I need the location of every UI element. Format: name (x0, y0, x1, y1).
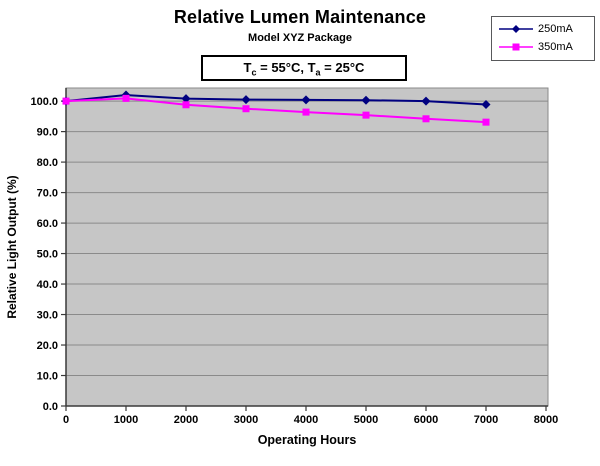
data-point-350mA (302, 108, 310, 116)
y-tick-label: 30.0 (37, 310, 58, 322)
data-point-350mA (362, 111, 370, 119)
data-point-250mA (481, 99, 491, 109)
y-tick-label: 50.0 (37, 249, 58, 261)
data-point-350mA (62, 97, 70, 105)
legend-entry-350mA: 350mA (492, 38, 594, 56)
x-tick-label: 3000 (234, 414, 258, 426)
legend-label: 350mA (538, 41, 573, 53)
data-point-250mA (361, 95, 371, 105)
y-tick-label: 90.0 (37, 127, 58, 139)
y-tick-label: 0.0 (43, 401, 58, 413)
chart-subtitle: Model XYZ Package (248, 32, 352, 44)
data-point-350mA (422, 115, 430, 123)
legend-marker-icon (499, 43, 533, 51)
x-tick-label: 2000 (174, 414, 198, 426)
x-tick-label: 4000 (294, 414, 318, 426)
y-tick-label: 70.0 (37, 188, 58, 200)
data-point-250mA (301, 95, 311, 105)
y-tick-label: 100.0 (30, 96, 58, 108)
data-point-350mA (242, 105, 250, 113)
data-point-350mA (182, 101, 190, 109)
data-point-250mA (421, 96, 431, 106)
data-point-250mA (241, 95, 251, 105)
x-axis-title: Operating Hours (258, 433, 357, 447)
chart-title: Relative Lumen Maintenance (173, 7, 427, 27)
series-line-350mA (65, 97, 487, 124)
y-axis-title: Relative Light Output (%) (5, 175, 19, 318)
y-tick-label: 10.0 (37, 371, 58, 383)
y-tick-label: 80.0 (37, 157, 58, 169)
data-point-250mA (181, 94, 191, 104)
plot-background (65, 87, 549, 407)
y-tick-label: 60.0 (37, 218, 58, 230)
data-point-350mA (122, 94, 130, 102)
legend-label: 250mA (538, 23, 573, 35)
x-tick-label: 6000 (414, 414, 438, 426)
y-tick-label: 40.0 (37, 279, 58, 291)
legend-entry-250mA: 250mA (492, 20, 594, 38)
data-point-350mA (482, 118, 490, 126)
annotation-text: Tc = 55°C, Ta = 25°C (243, 60, 365, 78)
legend-marker-icon (499, 25, 533, 33)
temperature-annotation-box: Tc = 55°C, Ta = 25°C (201, 55, 407, 81)
x-tick-label: 1000 (114, 414, 138, 426)
legend: 250mA 350mA (491, 16, 595, 61)
x-tick-label: 0 (63, 414, 69, 426)
x-tick-label: 7000 (474, 414, 498, 426)
series-line-250mA (65, 94, 487, 106)
x-tick-label: 8000 (534, 414, 558, 426)
y-tick-label: 20.0 (37, 340, 58, 352)
x-tick-label: 5000 (354, 414, 378, 426)
